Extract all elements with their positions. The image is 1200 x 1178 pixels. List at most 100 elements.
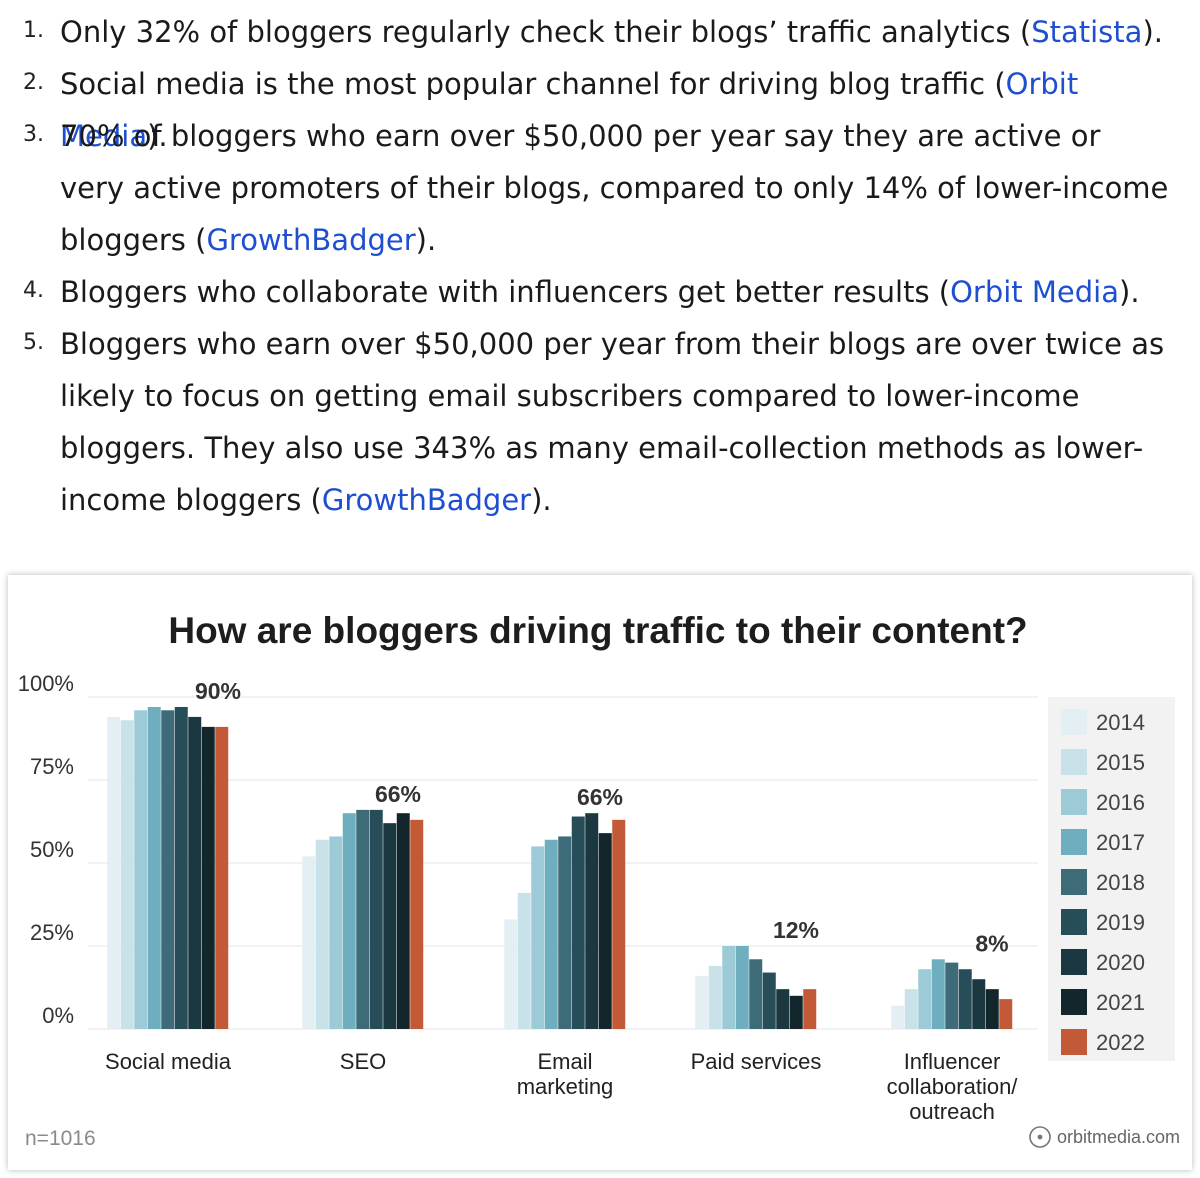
orbit-dot-icon xyxy=(1037,1134,1043,1140)
y-tick-label: 100% xyxy=(18,671,74,696)
legend: 2014 2015 2016 2017 2018 2019 2020 2021 2022 xyxy=(1048,697,1175,1061)
item-text-after: ). xyxy=(415,223,437,257)
bar xyxy=(544,839,558,1029)
bar xyxy=(695,975,709,1029)
item-text-before: Social media is the most popular channel… xyxy=(60,67,1006,101)
legend-label: 2016 xyxy=(1096,790,1145,815)
bar xyxy=(302,856,316,1029)
x-tick-label: Paid services xyxy=(691,1049,822,1074)
bar xyxy=(735,946,749,1029)
bar xyxy=(342,813,356,1029)
bar xyxy=(789,995,803,1029)
bar xyxy=(904,989,918,1029)
item-text-before: Bloggers who earn over $50,000 per year … xyxy=(60,327,1165,517)
x-tick-label: Social media xyxy=(105,1049,232,1074)
y-tick-label: 25% xyxy=(30,920,74,945)
item-text-after: ). xyxy=(147,119,168,153)
bar xyxy=(918,969,932,1029)
legend-label: 2014 xyxy=(1096,710,1145,735)
legend-swatch xyxy=(1061,949,1087,975)
x-tick-label: collaboration/ xyxy=(887,1074,1019,1099)
bar xyxy=(762,972,776,1029)
bar xyxy=(356,809,370,1029)
bar xyxy=(504,919,518,1029)
item-number: 1. xyxy=(23,18,44,43)
bar xyxy=(722,946,736,1029)
source-link[interactable]: Orbit Media xyxy=(60,67,1079,153)
bar-chart: How are bloggers driving traffic to thei… xyxy=(18,610,1180,1150)
data-label: 12% xyxy=(773,917,819,943)
bar xyxy=(174,706,188,1029)
source-link[interactable]: GrowthBadger xyxy=(206,223,416,257)
item-text-after: ). xyxy=(1142,15,1163,49)
item-number: 2. xyxy=(23,70,44,95)
bar xyxy=(958,969,972,1029)
item-text-after: ). xyxy=(1119,275,1140,309)
chart-card: How are bloggers driving traffic to thei… xyxy=(8,575,1192,1170)
legend-swatch xyxy=(1061,989,1087,1015)
bar xyxy=(999,999,1013,1029)
source-link[interactable]: GrowthBadger xyxy=(321,483,532,517)
item-text: Bloggers who collaborate with influencer… xyxy=(60,266,1170,318)
bar xyxy=(383,823,397,1029)
bar xyxy=(708,965,722,1029)
bar xyxy=(945,962,959,1029)
bar xyxy=(410,819,424,1029)
y-tick-label: 0% xyxy=(42,1003,74,1028)
legend-label: 2018 xyxy=(1096,870,1145,895)
bar xyxy=(107,716,121,1029)
source-link[interactable]: Statista xyxy=(1031,15,1143,49)
data-labels: 90% 66% 66% 12% 8% xyxy=(195,678,1009,956)
bar xyxy=(776,989,790,1029)
legend-swatch xyxy=(1061,749,1087,775)
x-tick-label: Email xyxy=(537,1049,592,1074)
bar xyxy=(972,979,986,1029)
bar xyxy=(612,819,626,1029)
bar xyxy=(315,839,329,1029)
bar xyxy=(161,710,175,1029)
orbitmedia-logo: orbitmedia.com xyxy=(1029,1126,1180,1148)
item-text-before: Bloggers who collaborate with influencer… xyxy=(60,275,951,309)
legend-label: 2020 xyxy=(1096,950,1145,975)
chart-title: How are bloggers driving traffic to thei… xyxy=(168,610,1027,651)
legend-label: 2022 xyxy=(1096,1030,1145,1055)
bar xyxy=(598,833,612,1029)
legend-label: 2017 xyxy=(1096,830,1145,855)
x-tick-label: Influencer xyxy=(904,1049,1001,1074)
item-text-after: ). xyxy=(531,483,552,517)
data-label: 66% xyxy=(375,781,421,807)
bar xyxy=(749,959,763,1029)
item-text: Only 32% of bloggers regularly check the… xyxy=(60,6,1170,58)
legend-swatch xyxy=(1061,829,1087,855)
bar xyxy=(891,1005,905,1029)
bar xyxy=(571,816,585,1029)
bar xyxy=(369,809,383,1029)
bars xyxy=(107,706,1013,1029)
bar xyxy=(803,989,817,1029)
bar xyxy=(931,959,945,1029)
source-link[interactable]: Orbit Media xyxy=(950,275,1119,309)
bar xyxy=(985,989,999,1029)
sample-size-note: n=1016 xyxy=(25,1127,96,1150)
item-text: Bloggers who earn over $50,000 per year … xyxy=(60,318,1170,526)
legend-swatch xyxy=(1061,1029,1087,1055)
bar xyxy=(558,836,572,1029)
data-label: 8% xyxy=(975,930,1008,956)
y-axis-ticks: 0% 25% 50% 75% 100% xyxy=(18,671,74,1028)
source-credit: orbitmedia.com xyxy=(1057,1127,1180,1147)
legend-label: 2015 xyxy=(1096,750,1145,775)
bar xyxy=(215,726,229,1029)
legend-swatch xyxy=(1061,869,1087,895)
bar xyxy=(329,836,343,1029)
legend-label: 2021 xyxy=(1096,990,1145,1015)
x-tick-label: outreach xyxy=(909,1099,995,1124)
bar xyxy=(585,813,599,1029)
data-label: 90% xyxy=(195,678,241,704)
bar xyxy=(188,716,202,1029)
legend-swatch xyxy=(1061,709,1087,735)
item-text-before: Only 32% of bloggers regularly check the… xyxy=(60,15,1032,49)
item-number: 3. xyxy=(23,122,44,147)
item-text-before: 70% of bloggers who earn over $50,000 pe… xyxy=(60,119,1169,257)
bar xyxy=(517,892,531,1029)
